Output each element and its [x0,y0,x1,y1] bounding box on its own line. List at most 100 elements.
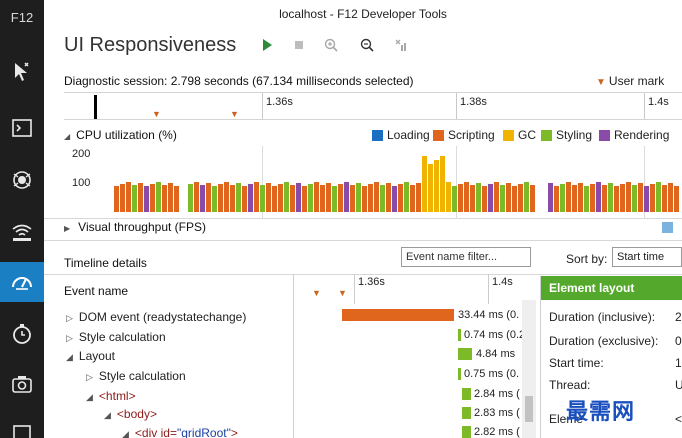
element-tag: <body> [116,407,157,421]
watermark-logo: 最需网 [566,400,636,425]
cpu-bar [380,185,385,212]
legend-swatch [372,129,383,141]
session-summary: Diagnostic session: 2.798 seconds (67.13… [64,74,414,88]
cpu-bar [120,184,125,212]
cpu-bar [458,184,463,212]
cpu-bar [416,183,421,212]
cpu-bar [212,186,217,212]
cpu-bar [278,184,283,212]
cpu-bar [452,186,457,212]
event-bar[interactable] [342,309,454,321]
legend-scripting: Scripting [433,128,495,142]
cpu-bar [656,182,661,212]
event-row[interactable]: ▷ Style calculation [66,330,166,344]
legend-styling: Styling [541,128,592,142]
sort-by-select[interactable]: Start time [612,247,682,267]
cpu-bar [284,182,289,212]
panel-row-label: Thread: [549,378,591,392]
cpu-bar [368,184,373,212]
cpu-bar [362,186,367,212]
column-divider[interactable] [293,274,294,438]
clear-selection-button[interactable] [392,36,410,54]
event-bar[interactable] [462,426,471,438]
zoom-out-button[interactable] [358,36,376,54]
section-divider [44,218,682,219]
cpu-bar [374,182,379,212]
event-bar[interactable] [458,368,461,380]
profiler-tool[interactable] [0,314,44,354]
cpu-bar [224,182,229,212]
event-row[interactable]: ▷ DOM event (readystatechange) [66,310,246,324]
event-bar[interactable] [462,388,471,400]
legend-swatch [433,129,444,141]
cpu-utilization-chart[interactable]: 200 100 [64,146,682,218]
cpu-bar [236,183,241,212]
gauge-icon [12,277,32,290]
ui-responsiveness-tool[interactable] [0,262,44,302]
event-details-panel: Element layout Duration (inclusive): 2 D… [540,276,682,438]
event-bar[interactable] [462,407,471,419]
timeline-details-title: Timeline details [64,256,147,270]
cpu-bar [674,186,679,212]
overview-ruler[interactable]: ▼ ▼ 1.36s 1.38s 1.4s [64,92,682,120]
cpu-section-header[interactable]: ◢ CPU utilization (%) [64,128,177,142]
event-row[interactable]: ◢ <body> [104,407,157,421]
emulation-tool[interactable] [0,412,44,438]
ruler-tick [262,93,263,119]
cpu-bar [132,185,137,212]
event-bar[interactable] [458,329,461,341]
zoom-in-button[interactable] [322,36,340,54]
element-tag: <div [134,426,161,438]
cpu-bar [386,183,391,212]
event-row[interactable]: ▷ Style calculation [86,369,186,383]
cpu-bar [602,185,607,212]
event-name: Layout [78,349,115,363]
cpu-bar [638,183,643,212]
stop-button[interactable] [290,36,308,54]
cpu-bar [482,186,487,212]
event-name: DOM event (readystatechange) [78,310,247,324]
event-duration: 0.74 ms (0.2 [464,329,526,341]
memory-tool[interactable] [0,364,44,404]
cpu-bar [404,182,409,212]
event-row[interactable]: ◢ <div id="gridRoot"> [122,426,238,438]
cpu-bar [248,184,253,212]
cpu-bar [464,182,469,212]
dom-explorer-tool[interactable] [0,52,44,92]
details-scrollbar[interactable] [522,300,536,438]
cpu-bar [392,186,397,212]
grid-line [644,146,645,218]
cpu-bar [620,184,625,212]
event-bar[interactable] [458,348,472,360]
event-name-filter-input[interactable]: Event name filter... [401,247,531,267]
cpu-bar [626,182,631,212]
ruler-label: 1.36s [266,96,293,108]
scrollbar-thumb[interactable] [525,396,533,422]
console-tool[interactable] [0,108,44,148]
network-tool[interactable] [0,212,44,252]
legend-label: Loading [387,128,430,142]
ruler-label: 1.36s [358,276,385,288]
ruler-tick [644,93,645,119]
grid-line [456,146,457,218]
cpu-bar [338,184,343,212]
selection-cursor[interactable] [94,95,97,119]
cpu-bar [200,185,205,212]
cpu-bar [314,182,319,212]
section-divider [44,274,682,275]
start-button[interactable] [258,36,276,54]
cpu-bar [174,186,179,212]
expand-icon: ▶ [64,224,71,233]
expand-icon: ▷ [66,333,73,343]
cpu-bar [440,156,445,212]
event-row[interactable]: ◢ <html> [86,389,136,403]
cpu-bar [422,156,427,212]
debugger-tool[interactable] [0,160,44,200]
event-name-column-header[interactable]: Event name [64,284,129,298]
play-icon [263,39,272,51]
event-row[interactable]: ◢ Layout [66,349,115,363]
user-mark-icon: ▼ [338,288,347,298]
event-name: Style calculation [78,330,166,344]
cpu-bar [554,186,559,212]
fps-section-header[interactable]: ▶ Visual throughput (FPS) [64,220,206,234]
